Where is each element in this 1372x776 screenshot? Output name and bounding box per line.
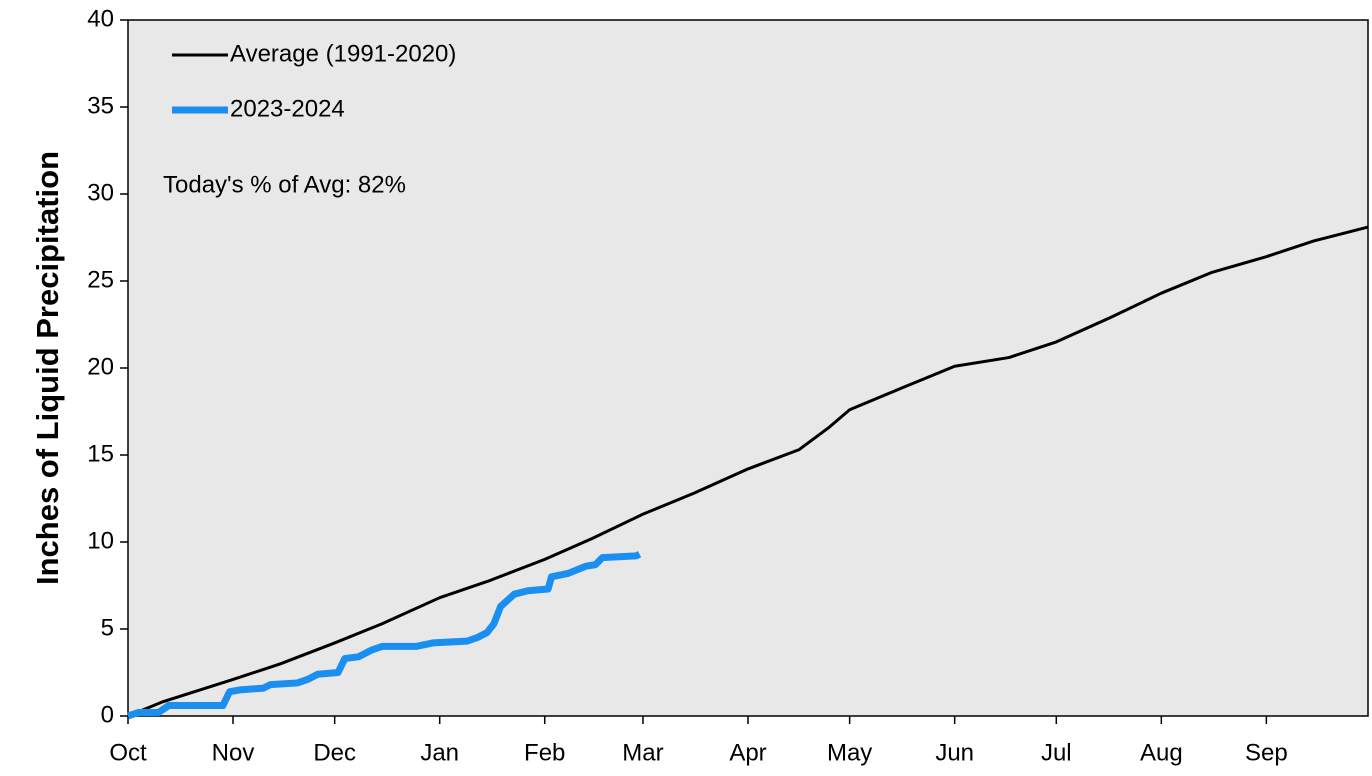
x-tick-label: Oct	[109, 739, 147, 766]
y-tick-label: 35	[87, 92, 114, 119]
x-tick-label: Aug	[1140, 739, 1183, 766]
y-tick-label: 20	[87, 353, 114, 380]
x-tick-label: Jun	[935, 739, 974, 766]
x-tick-label: Mar	[622, 739, 663, 766]
x-tick-label: Feb	[524, 739, 565, 766]
x-tick-label: Apr	[729, 739, 766, 766]
legend-label: Average (1991-2020)	[230, 40, 456, 67]
annotation: Today's % of Avg: 82%	[163, 171, 406, 198]
x-tick-label: Dec	[313, 739, 356, 766]
y-axis-label: Inches of Liquid Precipitation	[30, 151, 65, 585]
plot-area	[127, 19, 1369, 717]
x-tick-label: Jul	[1041, 739, 1072, 766]
x-tick-label: Nov	[212, 739, 255, 766]
legend-label: 2023-2024	[230, 95, 345, 122]
series-line	[127, 225, 1369, 718]
y-tick-label: 15	[87, 440, 114, 467]
y-tick-label: 25	[87, 266, 114, 293]
y-tick-label: 5	[101, 614, 114, 641]
series-line	[126, 551, 642, 720]
y-tick-label: 40	[87, 5, 114, 32]
y-tick-label: 30	[87, 179, 114, 206]
y-tick-label: 10	[87, 527, 114, 554]
y-tick-label: 0	[101, 701, 114, 728]
x-tick-label: May	[827, 739, 872, 766]
x-tick-label: Sep	[1245, 739, 1288, 766]
x-tick-label: Jan	[420, 739, 459, 766]
